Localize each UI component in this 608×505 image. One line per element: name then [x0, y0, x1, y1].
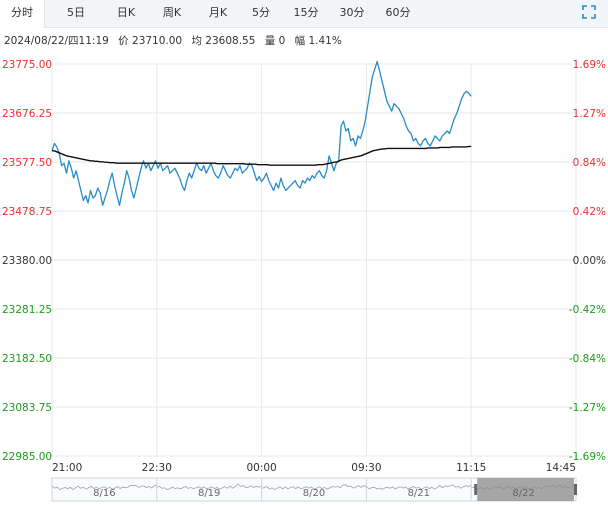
tab-intraday[interactable]: 分时: [0, 0, 45, 28]
tab-daily-k[interactable]: 日K: [116, 6, 136, 19]
quote-average: 均 23608.55: [191, 35, 256, 47]
period-tab-bar: 分时 5日 日K 周K 月K 5分 15分 30分 60分: [0, 0, 608, 28]
quote-change: 幅 1.41%: [294, 35, 342, 47]
x-axis-label: 21:00: [52, 462, 82, 474]
tab-monthly-k[interactable]: 月K: [208, 6, 228, 19]
x-axis-label: 00:00: [246, 462, 276, 474]
navigator-date-label: 8/16: [93, 488, 115, 499]
y-axis-right-label: 0.84%: [573, 157, 606, 169]
x-axis-label: 09:30: [351, 462, 381, 474]
y-axis-left-label: 22985.00: [2, 451, 52, 463]
x-axis-label: 14:45: [546, 462, 576, 474]
navigator-date-label: 8/21: [408, 488, 430, 499]
y-axis-left-label: 23083.75: [2, 402, 52, 414]
x-axis-label: 11:15: [456, 462, 486, 474]
quote-datetime: 2024/08/22/四11:19: [4, 35, 109, 47]
navigator-trace: [366, 484, 472, 490]
x-axis-label: 22:30: [142, 462, 172, 474]
navigator-trace: [51, 484, 157, 491]
average-price-line: [52, 145, 472, 166]
navigator-date-label: 8/20: [303, 488, 325, 499]
navigator-trace: [156, 483, 262, 491]
y-axis-right-label: -0.84%: [569, 353, 606, 365]
y-axis-right-label: -1.27%: [569, 402, 606, 414]
tab-15-min[interactable]: 15分: [293, 6, 319, 19]
y-axis-right-label: 1.27%: [573, 108, 606, 120]
y-axis-left-label: 23676.25: [2, 108, 52, 120]
navigator-right-handle: [574, 484, 577, 495]
y-axis-right-label: 1.69%: [573, 59, 606, 71]
y-axis-left-label: 23478.75: [2, 206, 52, 218]
y-axis-left-label: 23182.50: [2, 353, 52, 365]
navigator-date-label: 8/22: [512, 488, 534, 499]
y-axis-left-label: 23380.00: [2, 255, 52, 267]
tab-5-min[interactable]: 5分: [252, 6, 270, 19]
y-axis-right-label: 0.42%: [573, 206, 606, 218]
y-axis-left-label: 23577.50: [2, 157, 52, 169]
y-axis-right-label: -1.69%: [569, 451, 606, 463]
y-axis-right-label: -0.42%: [569, 304, 606, 316]
tab-30-min[interactable]: 30分: [339, 6, 365, 19]
price-series-line: [51, 60, 472, 207]
y-axis-right-label: 0.00%: [573, 255, 606, 267]
navigator-selected-window: [477, 478, 574, 501]
y-axis-left-label: 23281.25: [2, 304, 52, 316]
tab-5-day[interactable]: 5日: [67, 6, 85, 19]
tab-60-min[interactable]: 60分: [385, 6, 411, 19]
fullscreen-icon[interactable]: [582, 5, 596, 19]
navigator-left-handle: [474, 484, 478, 495]
y-axis-left-label: 23775.00: [2, 59, 52, 71]
quote-price: 价 23710.00: [118, 35, 183, 47]
quote-volume: 量 0: [264, 35, 286, 47]
quote-info-bar: 2024/08/22/四11:19 价 23710.00 均 23608.55 …: [4, 33, 348, 48]
tab-weekly-k[interactable]: 周K: [162, 6, 182, 19]
navigator-trace: [261, 484, 367, 491]
navigator-date-label: 8/19: [198, 488, 220, 499]
